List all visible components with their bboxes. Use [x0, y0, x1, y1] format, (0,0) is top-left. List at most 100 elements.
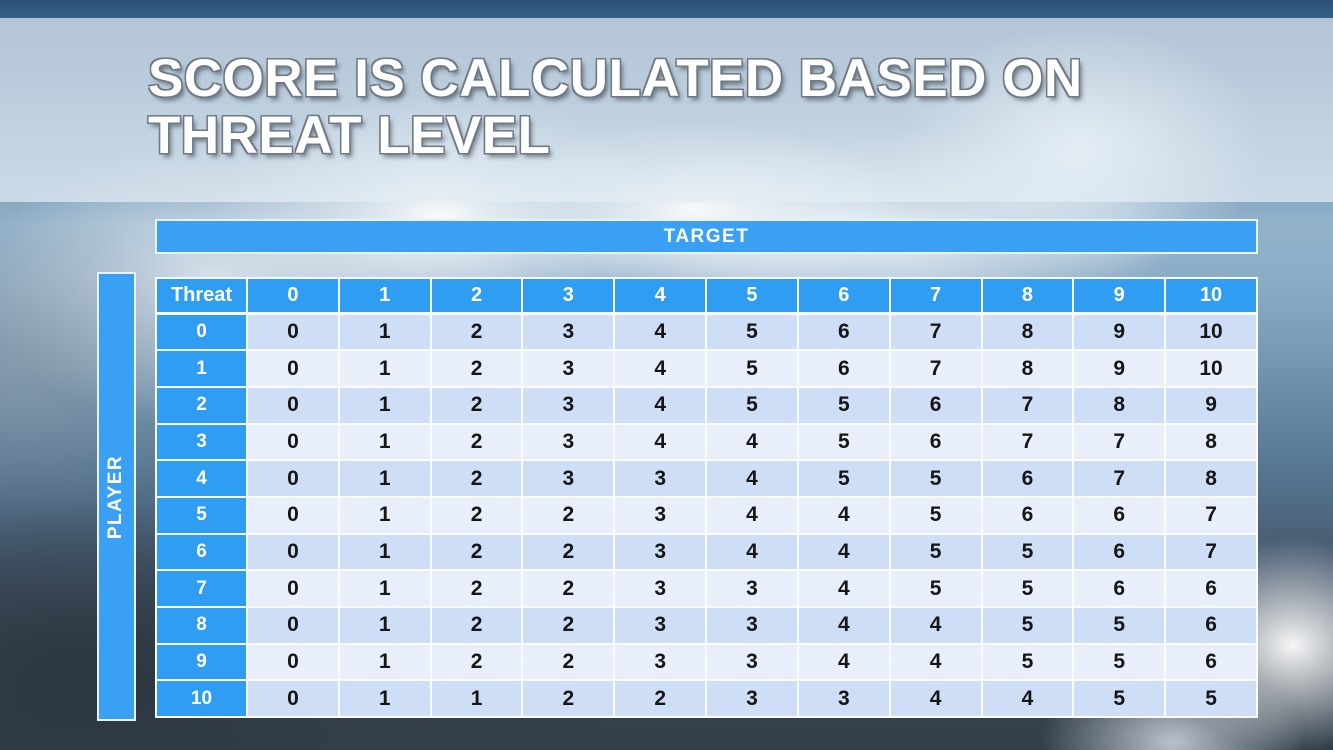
score-cell: 4	[888, 642, 983, 682]
score-cell: 5	[1164, 679, 1258, 718]
score-cell: 7	[888, 311, 983, 352]
score-cell: 6	[796, 349, 891, 389]
score-cell: 9	[1072, 349, 1167, 389]
column-header-cell: 7	[888, 277, 983, 315]
score-cell: 1	[337, 349, 432, 389]
score-cell: 9	[1072, 311, 1167, 352]
score-cell: 2	[429, 349, 524, 389]
score-cell: 4	[613, 349, 708, 389]
score-cell: 5	[705, 386, 799, 425]
score-cell: 7	[980, 386, 1075, 425]
score-cell: 3	[705, 605, 799, 645]
score-cell: 0	[246, 569, 340, 608]
score-cell: 6	[1164, 569, 1258, 608]
score-cell: 4	[796, 642, 891, 682]
score-cell: 3	[521, 459, 616, 498]
score-cell: 9	[1164, 386, 1258, 425]
score-cell: 0	[246, 495, 340, 535]
score-cell: 3	[705, 642, 799, 682]
score-cell: 6	[980, 459, 1075, 498]
score-cell: 10	[1164, 349, 1258, 389]
score-cell: 2	[429, 642, 524, 682]
score-cell: 5	[980, 642, 1075, 682]
score-cell: 4	[980, 679, 1075, 718]
table-row: 0 0 1 2 3 4 5 6 7 8 9 10	[155, 311, 1258, 352]
score-cell: 5	[1072, 642, 1167, 682]
score-cell: 0	[246, 422, 340, 462]
score-cell: 3	[613, 495, 708, 535]
score-cell: 5	[888, 495, 983, 535]
score-cell: 3	[613, 605, 708, 645]
score-cell: 8	[980, 349, 1075, 389]
score-cell: 1	[429, 679, 524, 718]
score-cell: 2	[429, 532, 524, 572]
score-cell: 0	[246, 532, 340, 572]
score-cell: 5	[796, 422, 891, 462]
target-axis-bar: TARGET	[155, 219, 1258, 254]
slide-title: SCORE IS CALCULATED BASED ON THREAT LEVEL	[148, 50, 1248, 164]
score-cell: 3	[796, 679, 891, 718]
score-cell: 1	[337, 386, 432, 425]
column-header-cell: 10	[1164, 277, 1258, 315]
score-cell: 6	[1072, 569, 1167, 608]
score-cell: 7	[888, 349, 983, 389]
score-cell: 5	[980, 569, 1075, 608]
score-cell: 6	[1164, 642, 1258, 682]
score-cell: 1	[337, 642, 432, 682]
score-cell: 0	[246, 459, 340, 498]
score-cell: 3	[613, 459, 708, 498]
score-cell: 4	[796, 605, 891, 645]
score-cell: 1	[337, 532, 432, 572]
row-header-cell: 0	[155, 311, 248, 352]
score-cell: 0	[246, 349, 340, 389]
score-cell: 4	[705, 459, 799, 498]
column-header-cell: 5	[705, 277, 799, 315]
score-cell: 6	[1072, 532, 1167, 572]
score-cell: 3	[521, 422, 616, 462]
score-cell: 7	[1164, 495, 1258, 535]
score-cell: 2	[521, 495, 616, 535]
row-header-cell: 6	[155, 532, 248, 572]
score-cell: 4	[613, 422, 708, 462]
score-cell: 4	[613, 311, 708, 352]
score-cell: 5	[796, 459, 891, 498]
score-cell: 2	[429, 569, 524, 608]
score-cell: 8	[1072, 386, 1167, 425]
corner-header-cell: Threat	[155, 277, 248, 315]
score-cell: 4	[888, 679, 983, 718]
score-cell: 4	[613, 386, 708, 425]
score-cell: 4	[796, 495, 891, 535]
table-row: 10 0 1 1 2 2 3 3 4 4 5 5	[155, 679, 1258, 718]
target-axis-label: TARGET	[663, 225, 750, 247]
score-cell: 7	[1164, 532, 1258, 572]
row-header-cell: 3	[155, 422, 248, 462]
score-cell: 4	[705, 532, 799, 572]
score-cell: 1	[337, 605, 432, 645]
score-cell: 2	[521, 569, 616, 608]
score-cell: 5	[888, 532, 983, 572]
score-cell: 1	[337, 311, 432, 352]
title-band	[0, 18, 1333, 202]
score-cell: 7	[1072, 422, 1167, 462]
score-cell: 6	[1072, 495, 1167, 535]
score-cell: 2	[613, 679, 708, 718]
score-cell: 2	[429, 459, 524, 498]
row-header-cell: 1	[155, 349, 248, 389]
score-cell: 3	[705, 679, 799, 718]
column-header-cell: 4	[613, 277, 708, 315]
row-header-cell: 9	[155, 642, 248, 682]
score-cell: 0	[246, 642, 340, 682]
score-cell: 5	[980, 605, 1075, 645]
score-cell: 2	[521, 642, 616, 682]
score-cell: 2	[429, 495, 524, 535]
score-table: Threat 0 1 2 3 4 5 6 7 8 9 10 0 0 1 2 3 4 5 6 7 8 9 10 1 0 1 2 3 4 5…	[155, 277, 1258, 718]
score-cell: 0	[246, 311, 340, 352]
score-cell: 5	[705, 349, 799, 389]
score-cell: 2	[429, 422, 524, 462]
slide-title-line2: THREAT LEVEL	[148, 106, 551, 165]
